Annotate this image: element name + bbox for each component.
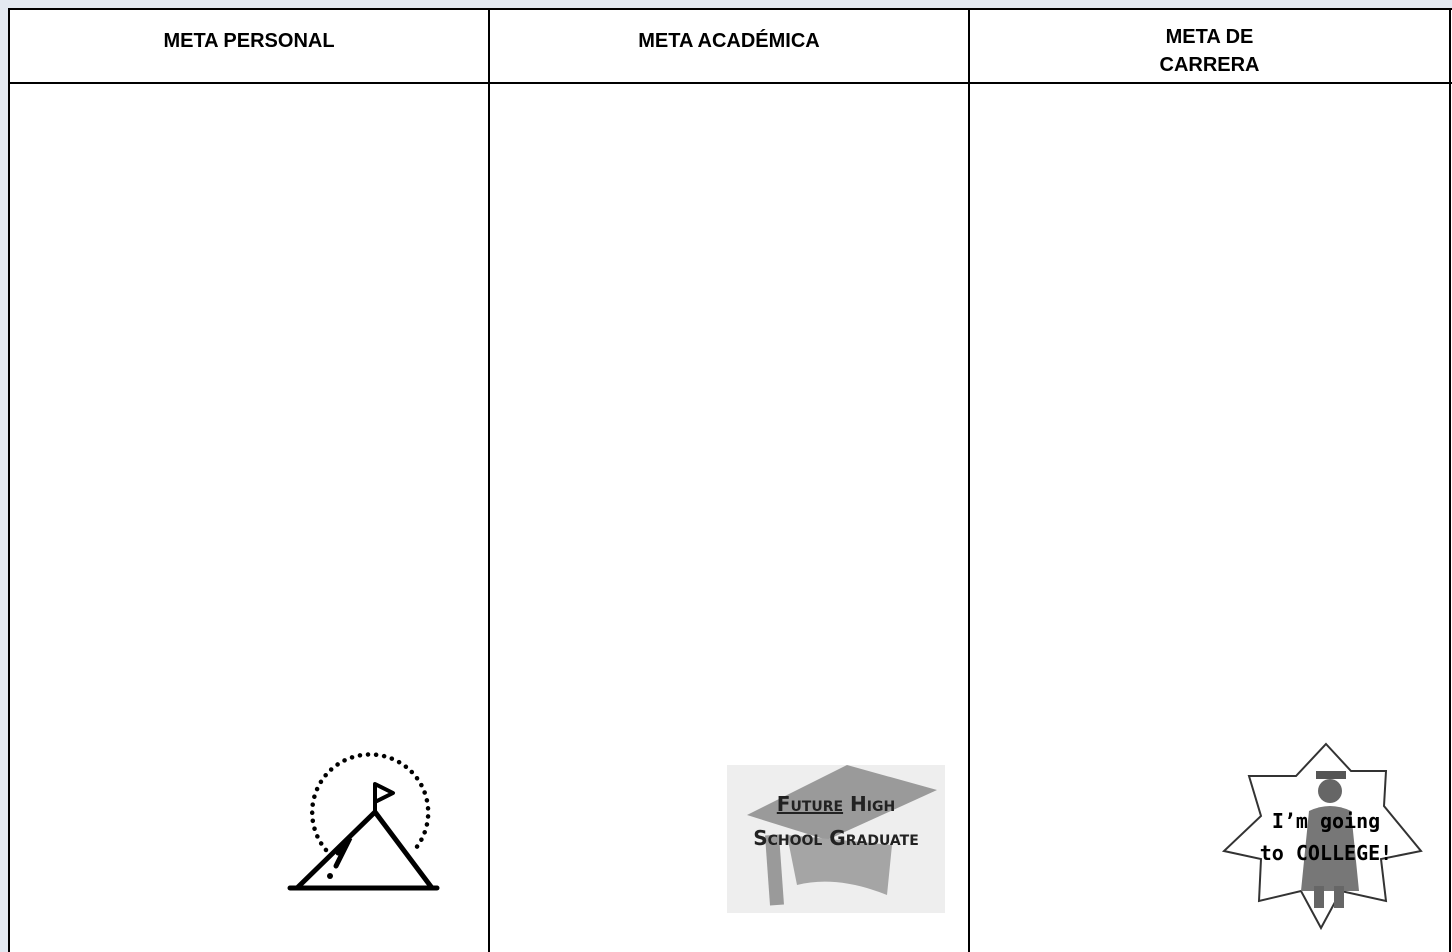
header-text: META PERSONAL	[163, 30, 335, 52]
border	[8, 8, 10, 952]
badge-word: Future	[776, 792, 844, 816]
badge-line: School Graduate	[753, 826, 919, 850]
document: META PERSONAL META ACADÉMICA META DE CAR…	[8, 8, 1452, 952]
badge-word: High	[850, 792, 896, 816]
star-line: to COLLEGE!	[1259, 841, 1393, 865]
header-text: CARRERA	[1159, 54, 1260, 76]
border	[8, 82, 1452, 84]
border	[8, 8, 1452, 10]
border	[1449, 8, 1451, 952]
header-cell: META DE CARRERA	[970, 8, 1449, 83]
border	[968, 8, 970, 952]
mountain-icon	[287, 752, 440, 891]
badge-text: Future High School Graduate	[727, 787, 945, 855]
border	[488, 8, 490, 952]
header-text: META DE	[1165, 26, 1254, 48]
header-cell: META PERSONAL	[8, 8, 490, 83]
star-text: I’m going to COLLEGE!	[1221, 805, 1431, 869]
header-text: META ACADÉMICA	[638, 30, 820, 52]
star-badge	[1221, 742, 1423, 931]
graduation-cap	[727, 765, 945, 913]
star-line: I’m going	[1271, 809, 1381, 833]
header-cell: META ACADÉMICA	[490, 8, 968, 83]
